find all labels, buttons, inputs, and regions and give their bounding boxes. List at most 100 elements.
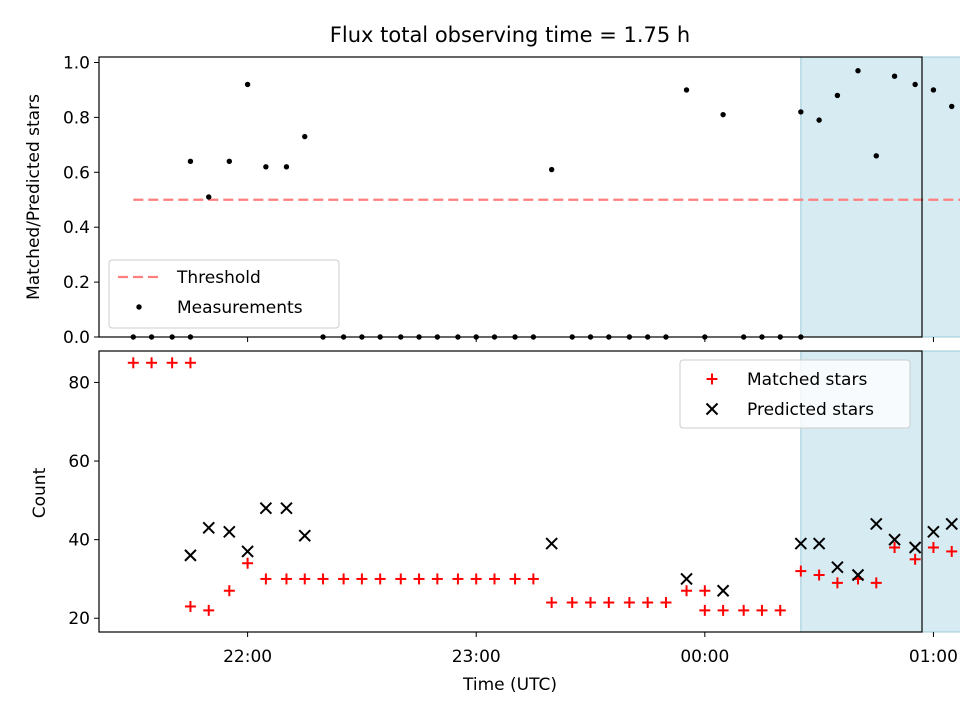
measurement-point (798, 109, 804, 115)
predicted-star-marker (831, 560, 844, 574)
predicted-star-marker (851, 568, 865, 582)
predicted-star-marker-b (870, 517, 883, 531)
matched-star-marker (927, 542, 939, 554)
matched-star-marker (299, 573, 311, 585)
predicted-star-marker-b (794, 537, 808, 550)
predicted-star-marker (241, 545, 254, 558)
predicted-star-marker-b (298, 529, 311, 542)
predicted-star-marker (259, 501, 273, 515)
count-y-tick-label: 60 (68, 452, 90, 472)
matched-star-marker (717, 604, 729, 616)
matched-star-marker (413, 573, 425, 585)
predicted-legend-swatch (705, 402, 719, 416)
predicted-star-marker-b (680, 572, 693, 586)
ratio-x-ticks (247, 337, 934, 342)
ratio-y-tick-label: 0.0 (63, 328, 90, 348)
matched-star-marker (356, 573, 368, 585)
matched-star-marker (184, 357, 196, 369)
measurement-point (891, 73, 898, 79)
predicted-star-marker (184, 549, 197, 562)
predicted-star-marker-b (851, 568, 865, 582)
matched-star-marker (374, 573, 386, 585)
measurement-point (834, 92, 841, 99)
measurement-point (206, 194, 212, 200)
matched-star-marker (813, 569, 825, 581)
ratio-y-tick-label: 0.8 (63, 108, 90, 128)
predicted-star-marker (680, 572, 693, 586)
count-points (127, 357, 958, 616)
ratio-y-tick-label: 0.2 (63, 273, 90, 293)
predicted-star-marker (223, 525, 236, 538)
matched-star-marker (603, 597, 615, 609)
predicted-star-marker-b (280, 501, 293, 515)
predicted-star-marker (945, 517, 958, 531)
predicted-star-marker (927, 525, 940, 538)
count-y-tick-label: 40 (68, 531, 90, 551)
measurement-point (226, 158, 233, 165)
chart-title: Flux total observing time = 1.75 h (330, 23, 690, 47)
matched-star-marker (242, 557, 254, 569)
matched-star-marker (509, 573, 521, 585)
ratio-legend: Threshold Measurements (108, 259, 340, 329)
matched-star-marker (660, 597, 672, 609)
matched-legend-swatch (706, 373, 718, 385)
matched-star-marker (623, 597, 635, 609)
measurement-point (244, 81, 251, 88)
count-y-ticks: 20 40 60 80 (68, 373, 99, 629)
measurement-point (912, 81, 918, 88)
matched-star-marker (431, 573, 443, 585)
matched-star-marker (699, 585, 711, 597)
matched-star-marker (184, 600, 196, 612)
matched-legend-label: Matched stars (747, 370, 867, 390)
predicted-star-marker (716, 584, 730, 597)
predicted-star-marker (812, 537, 826, 550)
matched-star-marker (795, 565, 807, 577)
measurement-point (816, 117, 822, 123)
matched-star-marker (642, 597, 654, 609)
predicted-star-marker (888, 533, 901, 546)
predicted-star-marker (202, 521, 215, 535)
matched-star-marker (566, 597, 578, 609)
predicted-star-marker-b (259, 501, 273, 515)
ratio-axes-frame (98, 56, 923, 338)
count-y-tick-label: 20 (68, 609, 90, 629)
ratio-panel: 0.0 0.2 0.4 0.6 0.8 1.0 Matched/Predicted sta… (24, 53, 960, 348)
predicted-star-marker-b (184, 549, 197, 562)
measurement-point (855, 68, 861, 74)
ratio-highlight-band (800, 56, 960, 338)
ratio-y-tick-label: 1.0 (63, 53, 90, 73)
x-axis-label: Time (UTC) (462, 675, 557, 695)
matched-star-marker (756, 604, 768, 616)
predicted-star-marker-b (888, 533, 901, 546)
measurements-legend-label: Measurements (177, 298, 303, 318)
matched-star-marker (909, 553, 921, 565)
count-legend-box (679, 359, 911, 429)
measurement-point (873, 153, 879, 159)
predicted-star-marker (298, 529, 311, 542)
x-tick-label: 23:00 (452, 647, 501, 667)
predicted-star-marker-b (908, 541, 922, 554)
predicted-star-marker-b (202, 521, 215, 535)
measurement-point (930, 87, 937, 93)
predicted-star-marker-b (812, 537, 826, 550)
measurements-legend-swatch (136, 304, 142, 310)
matched-star-marker (870, 577, 882, 589)
matched-star-marker (831, 577, 843, 589)
measurement-point (302, 133, 308, 140)
measurement-point (949, 103, 955, 110)
predicted-star-marker (545, 537, 558, 550)
matched-star-marker (280, 573, 292, 585)
measurement-point (187, 158, 194, 165)
predicted-legend-marker-b (705, 402, 719, 416)
matched-star-marker (946, 545, 958, 557)
predicted-legend-marker (705, 402, 719, 416)
matched-star-marker (452, 573, 464, 585)
matched-star-marker (338, 573, 350, 585)
matched-star-marker (585, 597, 597, 609)
ratio-y-label: Matched/Predicted stars (24, 94, 44, 300)
matched-star-marker (738, 604, 750, 616)
matched-star-marker (681, 585, 693, 597)
